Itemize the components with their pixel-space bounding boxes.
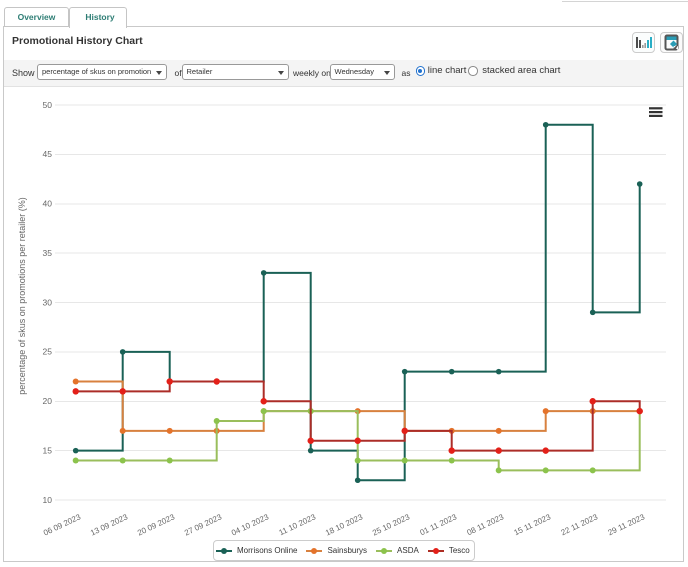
svg-text:15: 15: [43, 445, 53, 455]
svg-text:10: 10: [43, 495, 53, 505]
svg-text:20 09 2023: 20 09 2023: [136, 512, 177, 537]
svg-text:15 11 2023: 15 11 2023: [513, 512, 553, 537]
svg-text:25 10 2023: 25 10 2023: [371, 512, 412, 537]
svg-text:40: 40: [43, 199, 53, 209]
svg-text:11 10 2023: 11 10 2023: [278, 512, 318, 537]
svg-text:20: 20: [43, 396, 53, 406]
svg-text:25: 25: [43, 347, 53, 357]
svg-text:percentage of skus on promotio: percentage of skus on promotions per ret…: [17, 197, 27, 395]
svg-text:18 10 2023: 18 10 2023: [324, 512, 365, 537]
svg-text:01 11 2023: 01 11 2023: [419, 512, 459, 537]
svg-text:45: 45: [43, 149, 53, 159]
svg-text:06 09 2023: 06 09 2023: [42, 512, 83, 537]
svg-text:50: 50: [43, 100, 53, 110]
svg-text:35: 35: [43, 248, 53, 258]
svg-text:30: 30: [43, 297, 53, 307]
svg-text:29 11 2023: 29 11 2023: [607, 512, 647, 537]
svg-text:08 11 2023: 08 11 2023: [466, 512, 506, 537]
svg-text:13 09 2023: 13 09 2023: [89, 512, 130, 537]
svg-text:27 09 2023: 27 09 2023: [183, 512, 224, 537]
svg-text:04 10 2023: 04 10 2023: [230, 512, 271, 537]
svg-text:22 11 2023: 22 11 2023: [560, 512, 600, 537]
